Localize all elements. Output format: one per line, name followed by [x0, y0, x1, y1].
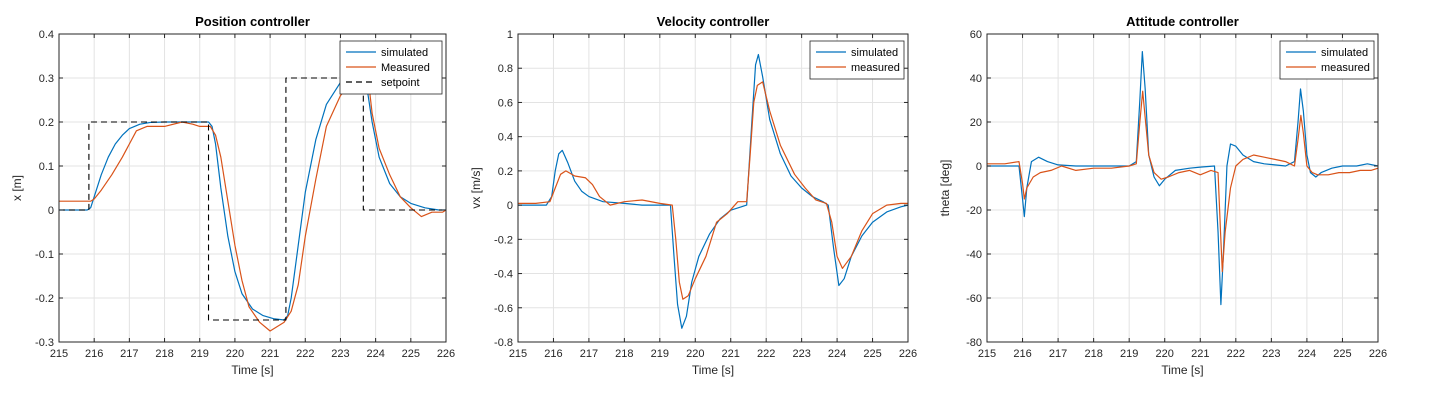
x-tick-label: 219: [651, 348, 669, 360]
x-tick-label: 218: [1084, 348, 1102, 360]
series-line-simulated: [59, 77, 446, 321]
x-tick-label: 226: [437, 348, 455, 360]
x-tick-label: 221: [1191, 348, 1209, 360]
y-tick-label: 0.8: [498, 63, 513, 75]
legend-box: [1279, 40, 1375, 80]
legend: simulated measured: [1279, 40, 1375, 80]
y-tick-label: 0: [976, 161, 982, 173]
x-tick-label: 216: [85, 348, 103, 360]
series-line-measured: [987, 90, 1379, 273]
y-tick-label: -20: [966, 205, 982, 217]
y-axis-label: theta [deg]: [938, 160, 952, 217]
x-tick-label: 216: [1013, 348, 1031, 360]
x-tick-label: 217: [1049, 348, 1067, 360]
x-tick-label: 224: [828, 348, 846, 360]
x-tick-label: 223: [792, 348, 810, 360]
x-axis-label: Time [s]: [1161, 363, 1203, 377]
x-tick-label: 222: [296, 348, 314, 360]
x-tick-label: 225: [1333, 348, 1351, 360]
y-tick-label: 20: [970, 117, 982, 129]
y-tick-label: 0.3: [39, 73, 54, 85]
chart-title: Attitude controller: [1126, 14, 1239, 29]
y-axis-label: x [m]: [10, 175, 24, 201]
y-tick-label: -80: [966, 337, 982, 349]
legend-label-setpoint: setpoint: [381, 77, 420, 89]
legend-label-simulated: simulated: [851, 47, 898, 59]
y-tick-label: -0.2: [494, 234, 513, 246]
y-axis-label: vx [m/s]: [469, 167, 483, 208]
y-tick-label: 1: [507, 29, 513, 41]
axes-box: [517, 33, 909, 343]
x-tick-label: 223: [1262, 348, 1280, 360]
x-tick-label: 225: [863, 348, 881, 360]
x-tick-label: 215: [509, 348, 527, 360]
y-tick-label: 0: [507, 200, 513, 212]
x-tick-label: 218: [155, 348, 173, 360]
y-tick-label: -0.1: [35, 249, 54, 261]
series-line-simulated: [987, 50, 1379, 306]
chart-title: Position controller: [195, 14, 310, 29]
legend: simulated Measured setpoint: [339, 40, 443, 95]
legend-box: [339, 40, 443, 95]
x-tick-label: 226: [899, 348, 917, 360]
y-tick-label: 60: [970, 29, 982, 41]
x-tick-label: 226: [1369, 348, 1387, 360]
y-tick-label: -0.3: [35, 337, 54, 349]
x-tick-label: 220: [1156, 348, 1174, 360]
plot-velocity-controller: 215 216 217 218 219 220 221 222 223 224 225 226 -0.8…: [469, 14, 917, 377]
legend-label-measured: measured: [1321, 62, 1370, 74]
y-tick-label: -0.4: [494, 269, 513, 281]
legend: simulated measured: [809, 40, 905, 80]
legend-label-simulated: simulated: [1321, 47, 1368, 59]
legend-label-simulated: simulated: [381, 47, 428, 59]
x-tick-label: 220: [226, 348, 244, 360]
y-tick-label: 0.4: [39, 29, 54, 41]
x-tick-label: 217: [580, 348, 598, 360]
x-tick-label: 225: [402, 348, 420, 360]
series-line-measured: [59, 77, 447, 332]
y-tick-label: 0.6: [498, 97, 513, 109]
plot-position-controller: 215 216 217 218 219 220 221 222 223 224 225 226 -0.3…: [10, 14, 455, 377]
y-tick-label: -0.6: [494, 303, 513, 315]
y-tick-label: 40: [970, 73, 982, 85]
x-tick-label: 221: [722, 348, 740, 360]
x-tick-label: 215: [978, 348, 996, 360]
y-tick-label: 0: [48, 205, 54, 217]
axes-box: [986, 33, 1379, 343]
y-tick-label: 0.2: [39, 117, 54, 129]
legend-box: [809, 40, 905, 80]
axes-box: [58, 33, 447, 343]
y-tick-label: 0.1: [39, 161, 54, 173]
y-tick-label: -60: [966, 293, 982, 305]
x-tick-label: 221: [261, 348, 279, 360]
y-tick-label: -40: [966, 249, 982, 261]
x-axis-label: Time [s]: [692, 363, 734, 377]
y-tick-label: 0.4: [498, 132, 513, 144]
x-tick-label: 217: [120, 348, 138, 360]
x-tick-label: 219: [191, 348, 209, 360]
series-line-measured: [518, 81, 908, 300]
y-tick-label: 0.2: [498, 166, 513, 178]
x-tick-label: 218: [615, 348, 633, 360]
legend-label-measured: Measured: [381, 62, 430, 74]
plot-area: [518, 34, 908, 342]
y-tick-label: -0.2: [35, 293, 54, 305]
plot-attitude-controller: 215 216 217 218 219 220 221 222 223 224 225 226 -80 -…: [938, 14, 1387, 377]
x-tick-label: 215: [50, 348, 68, 360]
x-tick-label: 219: [1120, 348, 1138, 360]
x-axis-label: Time [s]: [231, 363, 273, 377]
x-tick-label: 224: [366, 348, 384, 360]
legend-label-measured: measured: [851, 62, 900, 74]
chart-title: Velocity controller: [657, 14, 770, 29]
series-line-setpoint: [59, 77, 446, 321]
y-tick-label: -0.8: [494, 337, 513, 349]
plot-area: [987, 34, 1378, 342]
x-tick-label: 224: [1298, 348, 1316, 360]
x-tick-label: 216: [544, 348, 562, 360]
x-tick-label: 222: [757, 348, 775, 360]
x-tick-label: 223: [331, 348, 349, 360]
x-tick-label: 220: [686, 348, 704, 360]
x-tick-label: 222: [1227, 348, 1245, 360]
